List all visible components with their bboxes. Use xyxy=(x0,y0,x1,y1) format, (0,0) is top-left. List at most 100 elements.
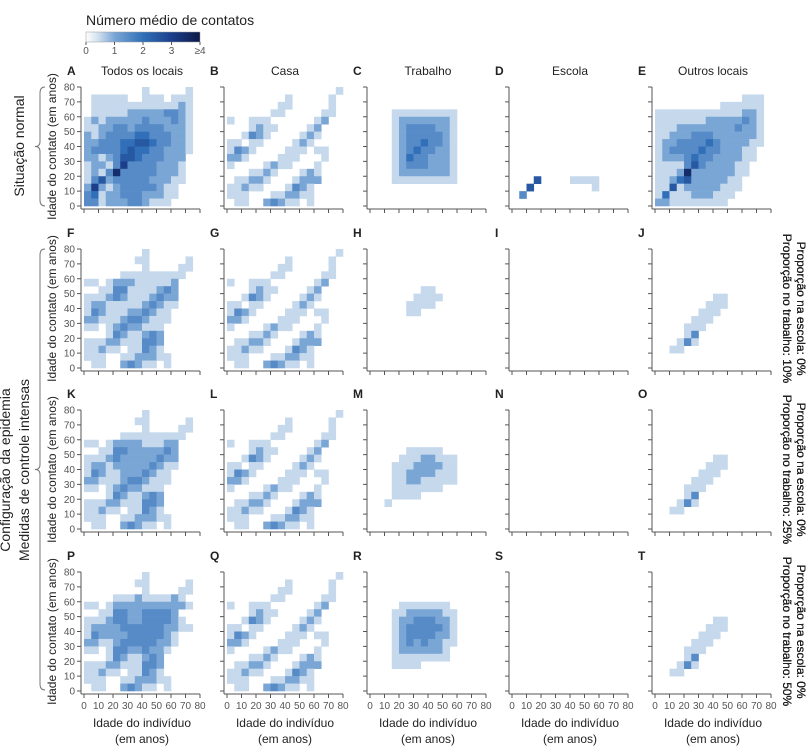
panel-R xyxy=(363,571,487,698)
heatmap-cell xyxy=(435,476,443,485)
heatmap-cell xyxy=(420,286,429,294)
heatmap-cell xyxy=(105,168,114,177)
heatmap-cell xyxy=(428,293,436,302)
heatmap-cell xyxy=(314,499,322,507)
heatmap-cell xyxy=(727,191,736,199)
heatmap-cell xyxy=(98,676,107,684)
heatmap-cell xyxy=(285,308,293,317)
heatmap-cell xyxy=(263,609,271,617)
heatmap-cell xyxy=(428,124,436,132)
heatmap-cell xyxy=(127,609,136,617)
heatmap-cell xyxy=(91,484,99,493)
heatmap-cell xyxy=(84,469,92,478)
heatmap-cell xyxy=(241,631,250,640)
heatmap-cell xyxy=(306,168,315,177)
heatmap-cell xyxy=(713,124,721,132)
heatmap-cell xyxy=(156,323,165,332)
heatmap-cell xyxy=(306,198,315,207)
heatmap-cell xyxy=(292,661,300,669)
heatmap-cell xyxy=(676,499,685,507)
heatmap-cell xyxy=(713,616,721,625)
heatmap-cell xyxy=(127,345,136,354)
heatmap-cell xyxy=(163,198,172,207)
heatmap-cell xyxy=(241,616,250,625)
heatmap-cell xyxy=(314,454,322,463)
heatmap-cell xyxy=(519,191,527,199)
heatmap-cell xyxy=(127,139,136,147)
heatmap-cell xyxy=(328,263,337,272)
heatmap-cell xyxy=(227,646,235,655)
heatmap-cell xyxy=(178,594,186,603)
heatmap-cell xyxy=(406,484,414,493)
heatmap-cell xyxy=(149,484,157,493)
heatmap-cell xyxy=(171,616,179,625)
heatmap-cell xyxy=(84,484,92,493)
heatmap-cell xyxy=(399,491,407,500)
heatmap-cell xyxy=(406,168,414,177)
heatmap-cell xyxy=(248,462,257,470)
heatmap-cell xyxy=(263,116,271,125)
y-tick-label: 30 xyxy=(64,157,76,168)
heatmap-cell xyxy=(720,124,728,132)
heatmap-cell xyxy=(127,198,136,207)
heatmap-cell xyxy=(435,139,443,147)
heatmap-cell xyxy=(105,609,114,617)
heatmap-cell xyxy=(227,638,235,647)
y-tick-label: 80 xyxy=(64,406,76,417)
heatmap-cell xyxy=(449,616,458,625)
heatmap-cell xyxy=(442,168,451,177)
heatmap-cell xyxy=(91,308,99,317)
heatmap-cell xyxy=(705,198,714,207)
heatmap-cell xyxy=(263,447,271,455)
heatmap-cell xyxy=(127,432,136,441)
heatmap-cell xyxy=(277,101,286,110)
heatmap-cell xyxy=(149,683,157,692)
heatmap-cell xyxy=(113,308,121,317)
heatmap-cell xyxy=(399,624,407,632)
heatmap-cell xyxy=(127,146,136,155)
heatmap-cell xyxy=(163,514,172,522)
heatmap-cell xyxy=(669,345,678,354)
heatmap-cell xyxy=(84,278,92,287)
heatmap-cell xyxy=(113,624,121,632)
heatmap-cell xyxy=(399,146,407,155)
heatmap-cell xyxy=(435,601,443,610)
heatmap-cell xyxy=(142,586,150,595)
heatmap-cell xyxy=(406,176,414,184)
y-tick-label: 10 xyxy=(64,187,76,198)
heatmap-cell xyxy=(134,646,143,655)
heatmap-cell xyxy=(185,116,194,125)
heatmap-cell xyxy=(105,499,114,507)
heatmap-cell xyxy=(669,506,678,515)
heatmap-cell xyxy=(669,168,678,177)
heatmap-cell xyxy=(113,330,121,339)
heatmap-cell xyxy=(270,447,279,455)
heatmap-cell xyxy=(428,176,436,184)
x-tick-label: 20 xyxy=(678,701,690,712)
heatmap-cell xyxy=(227,668,235,677)
heatmap-cell xyxy=(270,609,279,617)
column-title: Todos os locais xyxy=(101,64,183,78)
heatmap-cell xyxy=(691,161,699,170)
heatmap-cell xyxy=(442,116,451,125)
panel-N xyxy=(505,409,629,536)
heatmap-cell xyxy=(391,484,400,493)
heatmap-cell xyxy=(84,301,92,309)
heatmap-cell xyxy=(399,116,407,125)
heatmap-cell xyxy=(449,454,458,463)
heatmap-cell xyxy=(134,579,143,588)
heatmap-cell xyxy=(91,454,99,463)
heatmap-cell xyxy=(234,514,242,522)
heatmap-cell xyxy=(98,360,107,369)
heatmap-cell xyxy=(149,94,157,103)
heatmap-cell xyxy=(149,668,157,677)
heatmap-cell xyxy=(399,646,407,655)
heatmap-cell xyxy=(120,646,128,655)
heatmap-cell xyxy=(727,139,736,147)
x-axis-label-unit: (em anos) xyxy=(115,732,169,746)
heatmap-cell xyxy=(120,447,128,455)
heatmap-cell xyxy=(662,109,670,118)
heatmap-cell xyxy=(285,638,293,647)
heatmap-cell xyxy=(399,469,407,478)
